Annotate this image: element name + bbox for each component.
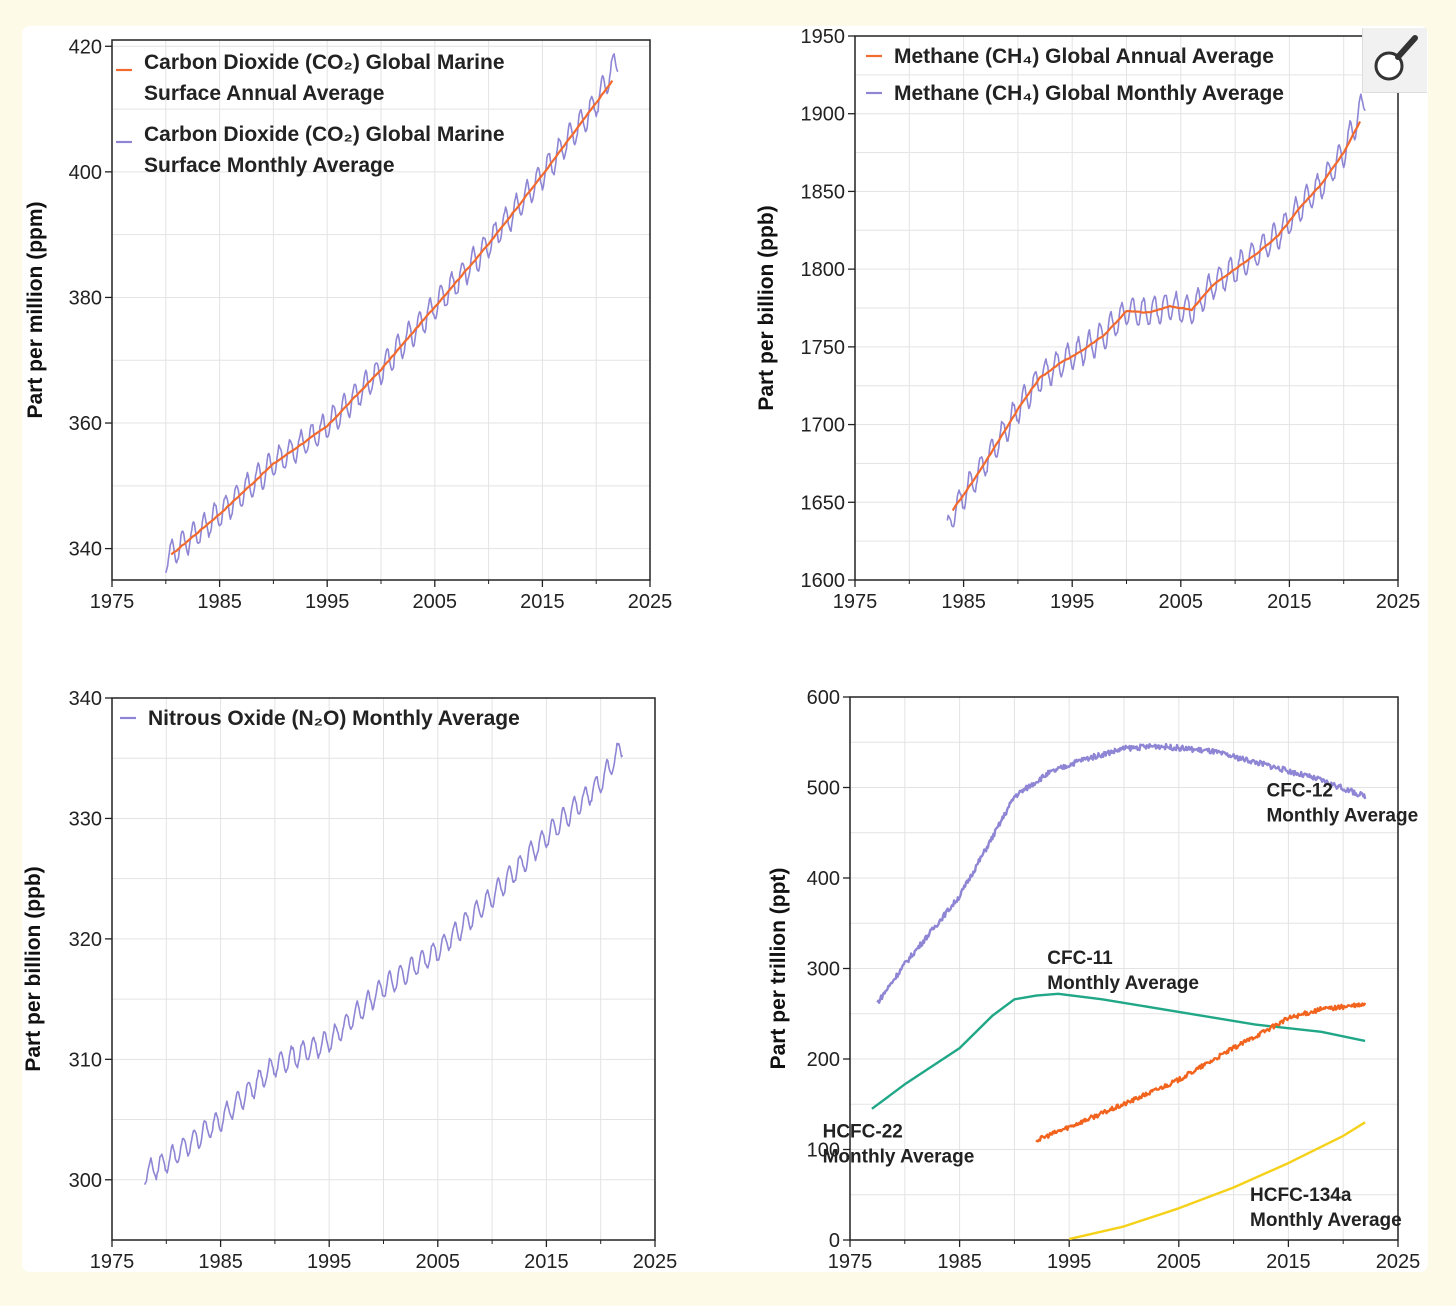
y-tick-label: 310 — [69, 1049, 102, 1071]
y-tick-label: 1750 — [801, 337, 846, 359]
y-tick-label: 500 — [807, 778, 840, 800]
y-tick-label: 400 — [807, 868, 840, 890]
x-tick-label: 2005 — [413, 591, 458, 613]
x-tick-label: 1985 — [197, 591, 242, 613]
series-line-co2-annual — [170, 80, 614, 556]
series-annotation: HCFC-22 — [823, 1122, 903, 1143]
x-tick-label: 2005 — [1157, 1251, 1202, 1273]
series-annotation: Monthly Average — [823, 1147, 975, 1168]
series-line-halocarbons-1 — [871, 992, 1366, 1110]
y-tick-label: 340 — [69, 539, 102, 561]
legend-label: Methane (CH₄) Global Monthly Average — [894, 82, 1284, 105]
chart-co2: 1975 1985 1995 2005 2015 2025 340 360 380 400 420 P… — [24, 36, 672, 613]
legend-label: Methane (CH₄) Global Annual Average — [894, 45, 1274, 68]
x-tick-label: 1985 — [198, 1251, 243, 1273]
x-tick-label: 1975 — [90, 1251, 135, 1273]
y-tick-label: 360 — [69, 413, 102, 435]
figure-panel — [22, 26, 1428, 1272]
y-tick-label: 100 — [807, 1140, 840, 1162]
series-annotation: Monthly Average — [1266, 806, 1418, 827]
series-line-ch4-1 — [946, 93, 1366, 528]
legend-label: Carbon Dioxide (CO₂) Global Marine — [144, 51, 505, 74]
series-line-halocarbons-2 — [1035, 1002, 1367, 1143]
series-annotation: CFC-12 — [1266, 781, 1333, 802]
x-tick-label: 2005 — [416, 1251, 461, 1273]
y-tick-label: 0 — [829, 1230, 840, 1252]
x-tick-label: 1995 — [1047, 1251, 1092, 1273]
y-tick-label: 340 — [69, 688, 102, 710]
magnifier-icon — [1374, 35, 1418, 81]
chart-halocarbons: 1975 1985 1995 2005 2015 2025 0 100 200 300 400 500… — [767, 687, 1420, 1273]
x-tick-label: 1995 — [305, 591, 350, 613]
legend-label: Surface Monthly Average — [144, 154, 395, 177]
y-tick-label: 420 — [69, 36, 102, 58]
y-tick-label: 200 — [807, 1049, 840, 1071]
y-axis-label: Part per billion (ppb) — [22, 866, 45, 1071]
y-tick-label: 300 — [69, 1170, 102, 1192]
series-annotation: HCFC-134a — [1250, 1185, 1352, 1206]
y-tick-label: 1600 — [801, 570, 846, 592]
series-annotation: Monthly Average — [1047, 973, 1199, 994]
legend-label: Nitrous Oxide (N₂O) Monthly Average — [148, 707, 520, 730]
x-tick-label: 1995 — [307, 1251, 352, 1273]
x-tick-label: 2025 — [633, 1251, 678, 1273]
y-axis-label: Part per trillion (ppt) — [767, 868, 790, 1070]
x-tick-label: 1995 — [1050, 591, 1095, 613]
chart-n2o: 1975 1985 1995 2005 2015 2025 300 310 320 330 340 P… — [22, 688, 677, 1273]
x-tick-label: 2025 — [1376, 1251, 1421, 1273]
x-tick-label: 2025 — [1376, 591, 1421, 613]
y-tick-label: 1950 — [801, 26, 846, 48]
y-tick-label: 300 — [807, 959, 840, 981]
y-tick-label: 380 — [69, 287, 102, 309]
x-tick-label: 2015 — [520, 591, 565, 613]
zoom-button[interactable] — [1362, 28, 1427, 93]
x-tick-label: 2015 — [1266, 1251, 1311, 1273]
series-line-halocarbons-0 — [876, 742, 1367, 1004]
x-tick-label: 2005 — [1159, 591, 1204, 613]
series-annotation: Monthly Average — [1250, 1210, 1402, 1231]
y-tick-label: 1850 — [801, 181, 846, 203]
series-line-ch4-annual — [951, 121, 1361, 512]
legend-label: Surface Annual Average — [144, 82, 384, 105]
series-line-n2o-0 — [143, 742, 624, 1185]
x-tick-label: 1975 — [828, 1251, 873, 1273]
x-tick-label: 2015 — [524, 1251, 569, 1273]
y-tick-label: 1800 — [801, 259, 846, 281]
y-tick-label: 1650 — [801, 492, 846, 514]
x-tick-label: 1975 — [90, 591, 135, 613]
series-line-halocarbons-3 — [1068, 1121, 1366, 1241]
y-tick-label: 600 — [807, 687, 840, 709]
series-line-co2-1 — [165, 53, 619, 574]
y-tick-label: 1900 — [801, 104, 846, 126]
y-tick-label: 400 — [69, 162, 102, 184]
y-axis-label: Part per billion (ppb) — [755, 205, 778, 410]
y-tick-label: 320 — [69, 929, 102, 951]
legend-label: Carbon Dioxide (CO₂) Global Marine — [144, 123, 505, 146]
series-annotation: CFC-11 — [1047, 948, 1113, 969]
x-tick-label: 1985 — [937, 1251, 982, 1273]
y-tick-label: 330 — [69, 808, 102, 830]
y-axis-label: Part per million (ppm) — [24, 201, 47, 418]
x-tick-label: 1985 — [941, 591, 986, 613]
y-tick-label: 1700 — [801, 415, 846, 437]
x-tick-label: 1975 — [833, 591, 878, 613]
x-tick-label: 2015 — [1267, 591, 1312, 613]
x-tick-label: 2025 — [628, 591, 673, 613]
chart-ch4: 1975 1985 1995 2005 2015 2025 1600 1650 1700 1750… — [755, 26, 1420, 613]
